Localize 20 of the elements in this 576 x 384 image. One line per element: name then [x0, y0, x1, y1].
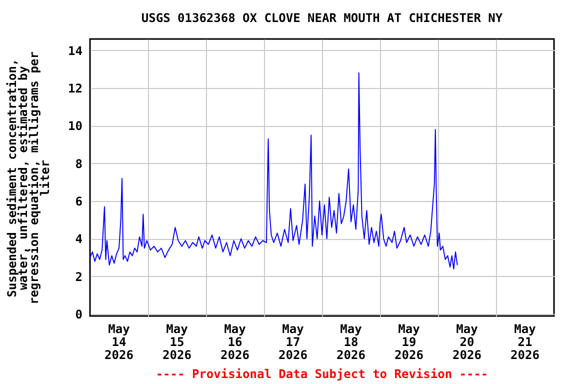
x-tick-label: May 16 2026: [220, 322, 250, 362]
x-tick-label: May 20 2026: [452, 322, 482, 362]
y-tick-label: 4: [75, 232, 82, 246]
x-tick-label: May 15 2026: [162, 322, 192, 362]
x-tick-label: May 17 2026: [278, 322, 308, 362]
y-axis-title: Suspended sediment concentration, water, unfiltered, estimated by regression equation, milligrams per liter: [5, 52, 52, 304]
x-tick-label: May 19 2026: [394, 322, 424, 362]
y-tick-label: 0: [75, 308, 82, 322]
x-tick-label: May 18 2026: [336, 322, 366, 362]
text: ---- Provisional Data Subject to Revision ----: [154, 367, 490, 381]
chart-title: USGS 01362368 OX CLOVE NEAR MOUTH AT CHICHESTER NY: [141, 11, 504, 25]
y-tick-label: 2: [75, 270, 82, 284]
x-tick-label: May 21 2026: [510, 322, 540, 362]
y-tick-label: 12: [68, 81, 82, 96]
line-series: [90, 72, 458, 270]
x-tick-label: May 14 2026: [104, 322, 134, 362]
y-tick-label: 6: [75, 194, 82, 209]
y-tick-label: 8: [75, 156, 82, 171]
y-tick-label: 14: [68, 44, 82, 58]
y-tick-label: 10: [68, 119, 82, 134]
